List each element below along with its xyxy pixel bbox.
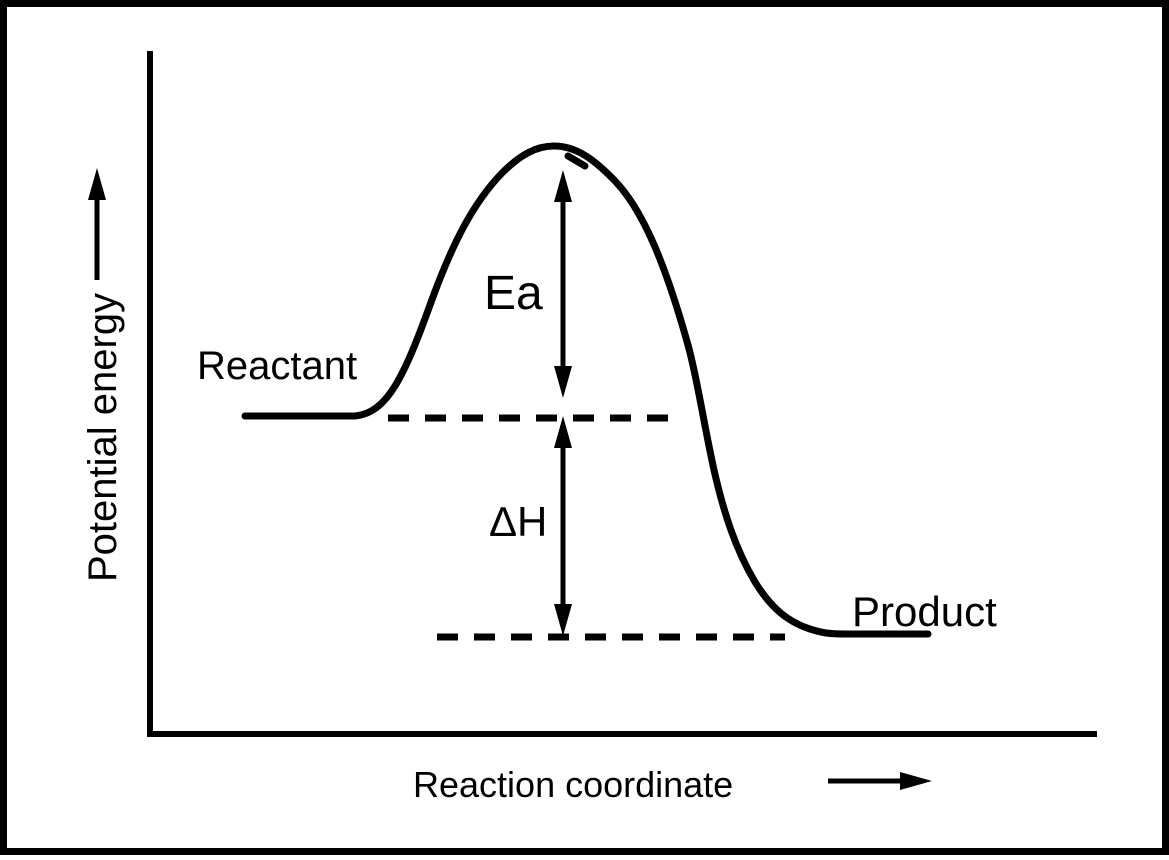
y-axis-label-group: Potential energy	[81, 168, 125, 582]
enthalpy-change-annotation: ΔH	[489, 416, 572, 636]
x-axis-label-group: Reaction coordinate	[413, 764, 932, 805]
ea-label: Ea	[484, 267, 543, 320]
x-axis-label: Reaction coordinate	[413, 764, 733, 805]
reaction-energy-curve	[241, 142, 932, 638]
up-arrowhead-icon	[88, 168, 106, 200]
delta-h-arrowhead-up-icon	[554, 416, 572, 448]
activation-energy-annotation: Ea	[484, 170, 572, 398]
product-label: Product	[852, 588, 997, 635]
delta-h-arrowhead-down-icon	[554, 604, 572, 636]
right-arrowhead-icon	[900, 772, 932, 790]
delta-h-label: ΔH	[489, 498, 547, 545]
y-axis-label: Potential energy	[81, 293, 125, 582]
ea-arrowhead-up-icon	[554, 170, 572, 202]
axes	[147, 51, 1097, 737]
reactant-label: Reactant	[197, 344, 357, 388]
ea-arrowhead-down-icon	[554, 366, 572, 398]
curve-peak-mark	[564, 152, 589, 170]
